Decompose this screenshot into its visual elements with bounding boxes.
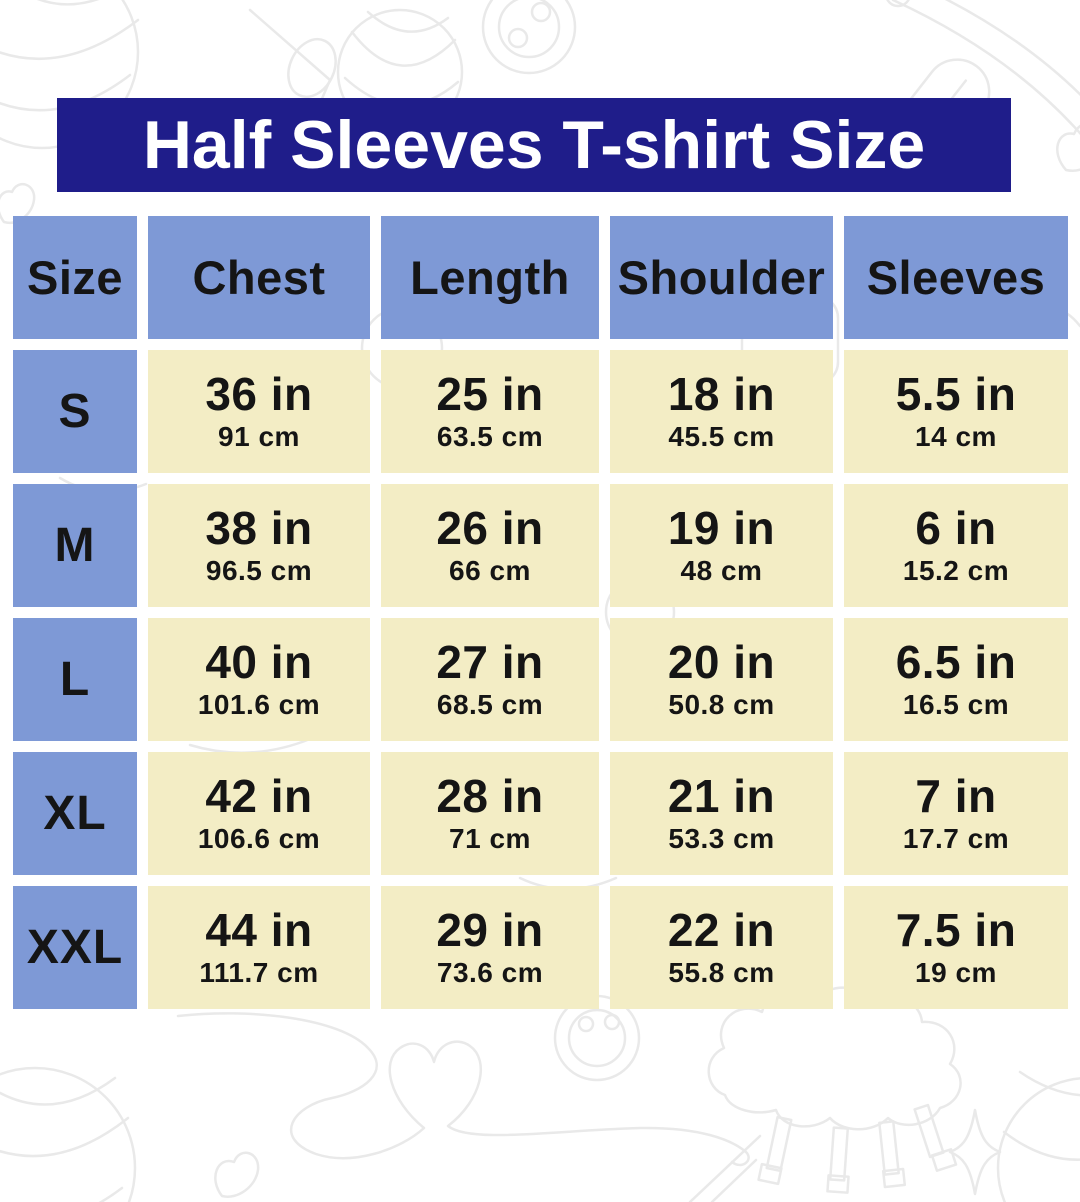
table-cell-sleeves-s: 5.5 in 14 cm: [844, 350, 1068, 473]
value-inches: 22 in: [667, 903, 776, 956]
size-cell-m: M: [13, 484, 137, 607]
table-cell-length-m: 26 in 66 cm: [381, 484, 599, 607]
knitting-needle-icon: [688, 1134, 762, 1202]
value-cm: 50.8 cm: [668, 689, 775, 721]
yarn-ball-icon: [0, 0, 140, 150]
yarn-ball-icon: [996, 1070, 1080, 1202]
value-inches: 29 in: [436, 903, 544, 956]
value-cm: 106.6 cm: [197, 823, 321, 855]
yarn-ball-icon: [0, 1066, 137, 1202]
size-cell-s: S: [13, 350, 137, 473]
table-cell-shoulder-m: 19 in 48 cm: [610, 484, 833, 607]
value-cm: 16.5 cm: [902, 689, 1010, 721]
value-cm: 66 cm: [449, 555, 531, 587]
table-cell-shoulder-l: 20 in 50.8 cm: [610, 618, 833, 741]
column-header-label: Length: [410, 251, 570, 304]
size-cell-l: L: [13, 618, 137, 741]
column-header-shoulder: Shoulder: [610, 216, 833, 339]
value-cm: 15.2 cm: [902, 555, 1010, 587]
table-cell-sleeves-xxl: 7.5 in 19 cm: [844, 886, 1068, 1009]
value-cm: 111.7 cm: [199, 957, 319, 989]
value-cm: 68.5 cm: [436, 689, 544, 721]
value-cm: 19 cm: [915, 957, 997, 989]
table-cell-sleeves-l: 6.5 in 16.5 cm: [844, 618, 1068, 741]
value-inches: 21 in: [667, 769, 776, 822]
value-cm: 55.8 cm: [668, 957, 775, 989]
value-inches: 19 in: [667, 501, 776, 554]
value-cm: 45.5 cm: [668, 421, 775, 453]
value-inches: 7 in: [915, 769, 997, 822]
value-inches: 26 in: [436, 501, 544, 554]
value-inches: 28 in: [436, 769, 544, 822]
page-title: Half Sleeves T-shirt Size: [142, 107, 926, 183]
table-cell-length-l: 27 in 68.5 cm: [381, 618, 599, 741]
table-cell-length-xl: 28 in 71 cm: [381, 752, 599, 875]
value-cm: 14 cm: [915, 421, 997, 453]
value-inches: 44 in: [205, 903, 313, 956]
table-cell-chest-m: 38 in 96.5 cm: [148, 484, 370, 607]
column-header-label: Chest: [192, 251, 326, 304]
size-cell-xxl: XXL: [13, 886, 137, 1009]
value-cm: 101.6 cm: [197, 689, 321, 721]
table-cell-shoulder-s: 18 in 45.5 cm: [610, 350, 833, 473]
value-cm: 96.5 cm: [205, 555, 313, 587]
table-cell-chest-s: 36 in 91 cm: [148, 350, 370, 473]
column-header-length: Length: [381, 216, 599, 339]
value-inches: 18 in: [667, 367, 776, 420]
size-label: S: [58, 385, 92, 438]
size-label: L: [59, 653, 91, 706]
yarn-thread-heart-icon: [176, 1012, 750, 1167]
value-inches: 27 in: [436, 635, 544, 688]
size-label: XL: [43, 787, 107, 840]
table-cell-sleeves-m: 6 in 15.2 cm: [844, 484, 1068, 607]
table-cell-length-s: 25 in 63.5 cm: [381, 350, 599, 473]
value-inches: 38 in: [205, 501, 313, 554]
size-label: M: [54, 519, 96, 572]
button-icon: [481, 0, 577, 75]
table-cell-chest-l: 40 in 101.6 cm: [148, 618, 370, 741]
heart-icon: [214, 1151, 260, 1198]
value-inches: 5.5 in: [895, 367, 1017, 420]
value-cm: 91 cm: [218, 421, 300, 453]
column-header-size: Size: [13, 216, 137, 339]
size-table: Size Chest Length Shoulder Sleeves S 36 …: [13, 216, 1068, 1009]
value-cm: 48 cm: [680, 555, 763, 587]
table-cell-sleeves-xl: 7 in 17.7 cm: [844, 752, 1068, 875]
column-header-label: Sleeves: [866, 251, 1046, 304]
table-cell-chest-xxl: 44 in 111.7 cm: [148, 886, 370, 1009]
value-inches: 20 in: [667, 635, 776, 688]
value-inches: 42 in: [205, 769, 313, 822]
value-cm: 53.3 cm: [668, 823, 775, 855]
table-cell-shoulder-xxl: 22 in 55.8 cm: [610, 886, 833, 1009]
sparkle-icon: [948, 1108, 1002, 1196]
column-header-label: Size: [26, 251, 124, 304]
value-inches: 25 in: [436, 367, 544, 420]
title-banner: Half Sleeves T-shirt Size: [57, 98, 1011, 192]
value-inches: 6.5 in: [895, 635, 1017, 688]
heart-icon: [1056, 124, 1080, 172]
column-header-sleeves: Sleeves: [844, 216, 1068, 339]
size-cell-xl: XL: [13, 752, 137, 875]
value-inches: 6 in: [915, 501, 997, 554]
value-cm: 17.7 cm: [902, 823, 1010, 855]
column-header-label: Shoulder: [617, 251, 826, 304]
value-inches: 36 in: [205, 367, 313, 420]
knitting-needle-icon: [710, 1158, 758, 1202]
table-cell-chest-xl: 42 in 106.6 cm: [148, 752, 370, 875]
value-inches: 40 in: [205, 635, 313, 688]
value-cm: 71 cm: [449, 823, 531, 855]
table-cell-shoulder-xl: 21 in 53.3 cm: [610, 752, 833, 875]
value-inches: 7.5 in: [895, 903, 1017, 956]
value-cm: 63.5 cm: [436, 421, 544, 453]
size-label: XXL: [26, 921, 124, 974]
table-cell-length-xxl: 29 in 73.6 cm: [381, 886, 599, 1009]
value-cm: 73.6 cm: [436, 957, 544, 989]
column-header-chest: Chest: [148, 216, 370, 339]
